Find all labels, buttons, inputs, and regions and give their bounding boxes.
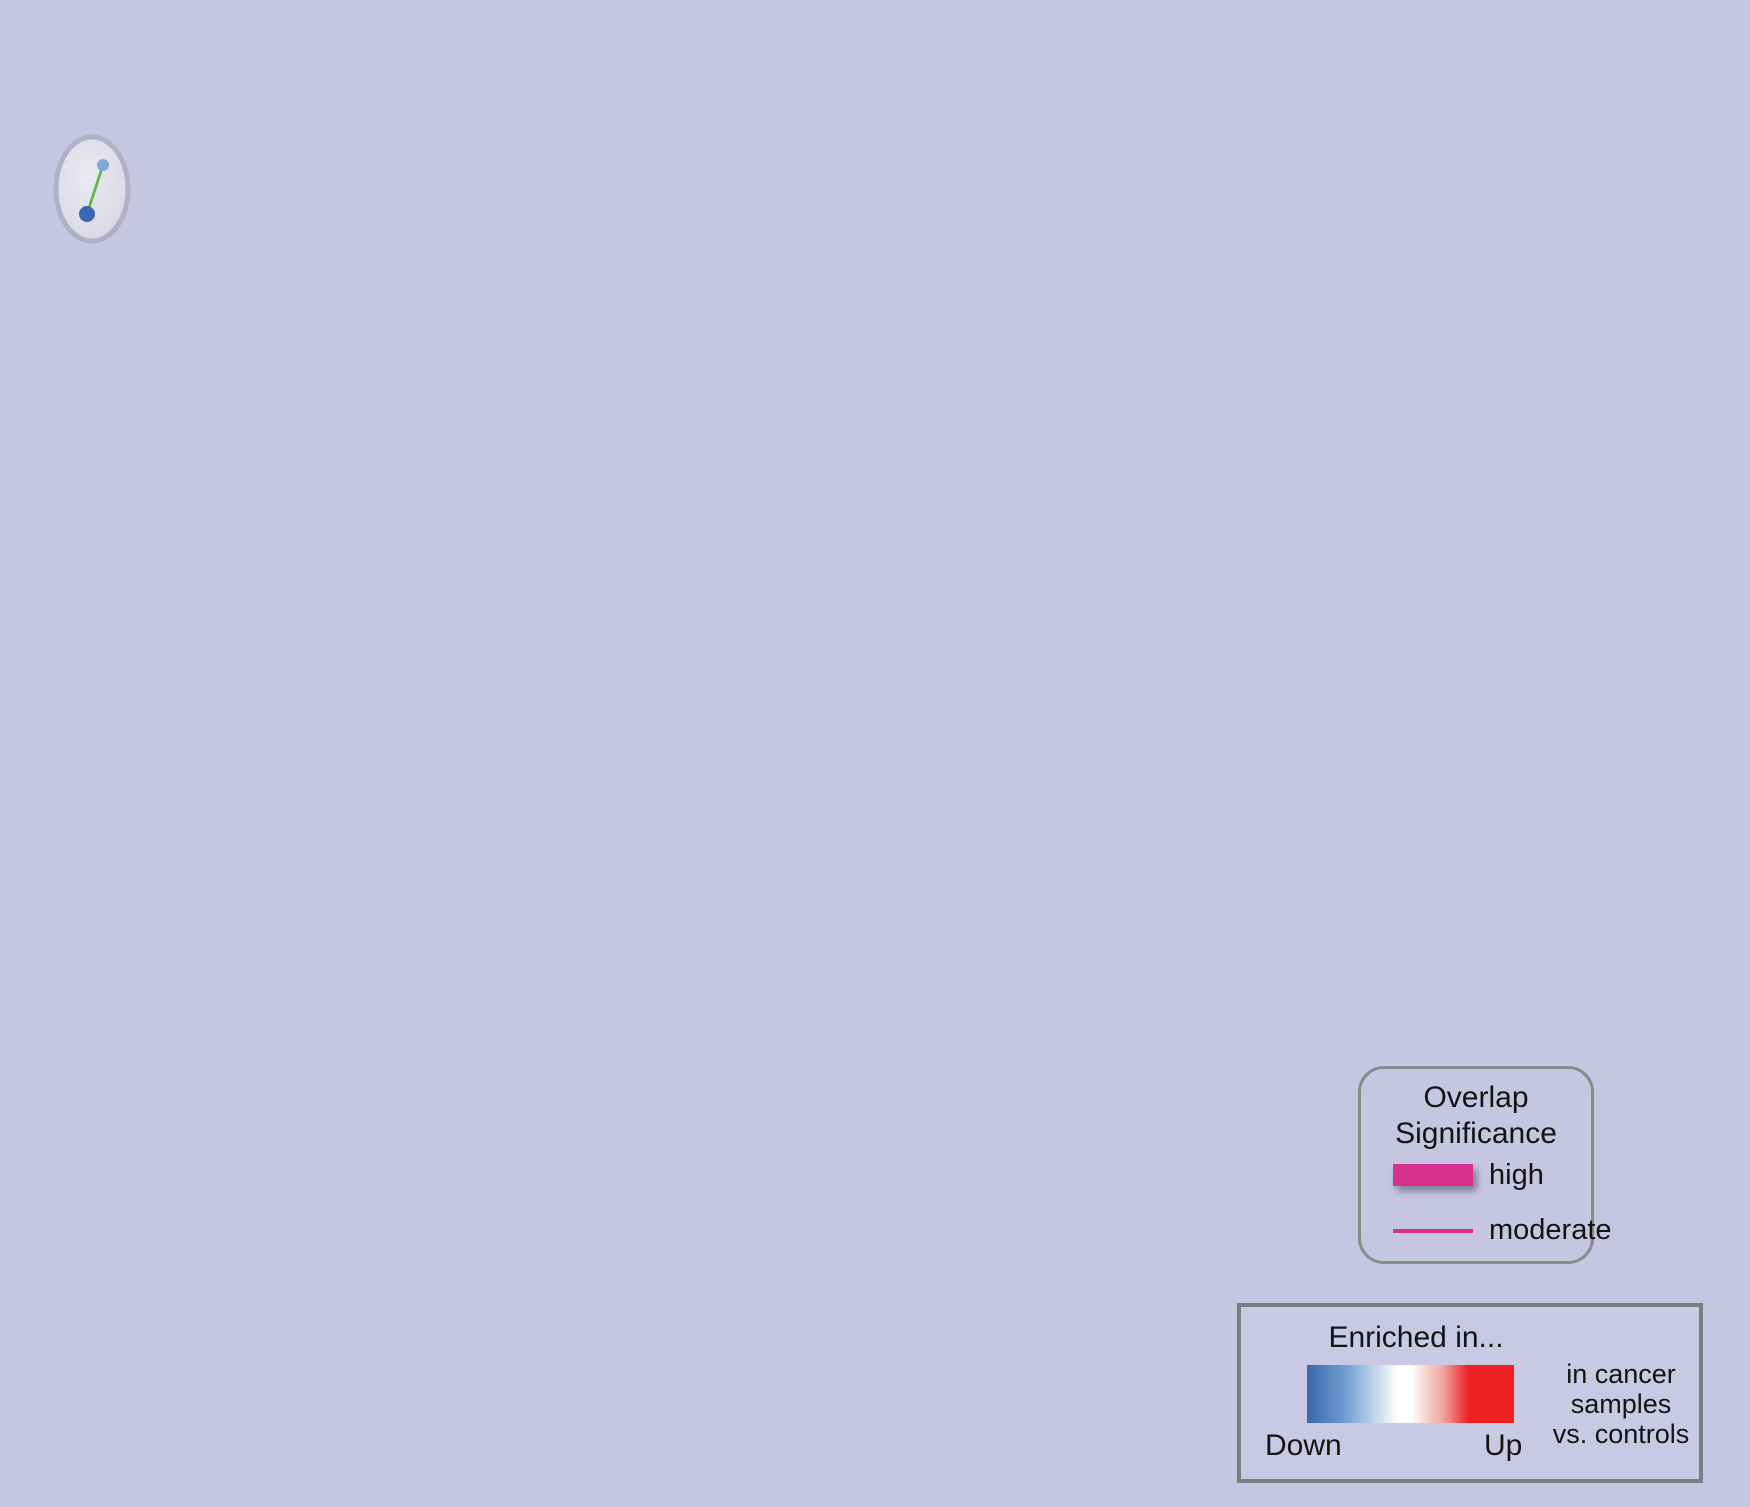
high-significance-label: high — [1489, 1159, 1544, 1191]
overlap-legend-title-2: Significance — [1395, 1117, 1557, 1150]
enriched-legend-title: Enriched in... — [1328, 1321, 1504, 1354]
cluster-ellipse-response-to-starvation — [53, 134, 131, 244]
enriched-note: in cancer samples vs. controls — [1552, 1359, 1690, 1449]
overlap-significance-legend: Overlap Significance high moderate — [1358, 1066, 1612, 1264]
gene-set-node-response-to-starvation[interactable] — [97, 159, 109, 171]
enriched-in-legend: Enriched in... Down Up in cancer samples… — [1237, 1303, 1703, 1483]
moderate-significance-label: moderate — [1489, 1214, 1612, 1246]
moderate-significance-swatch — [1393, 1229, 1473, 1233]
up-label: Up — [1484, 1429, 1523, 1462]
edge — [85, 164, 105, 215]
overlap-legend-title-1: Overlap — [1423, 1081, 1529, 1114]
down-label: Down — [1265, 1429, 1342, 1462]
enrichment-gradient-bar — [1307, 1365, 1514, 1423]
high-significance-swatch — [1393, 1164, 1473, 1186]
gene-set-node-response-to-starvation[interactable] — [79, 206, 95, 222]
